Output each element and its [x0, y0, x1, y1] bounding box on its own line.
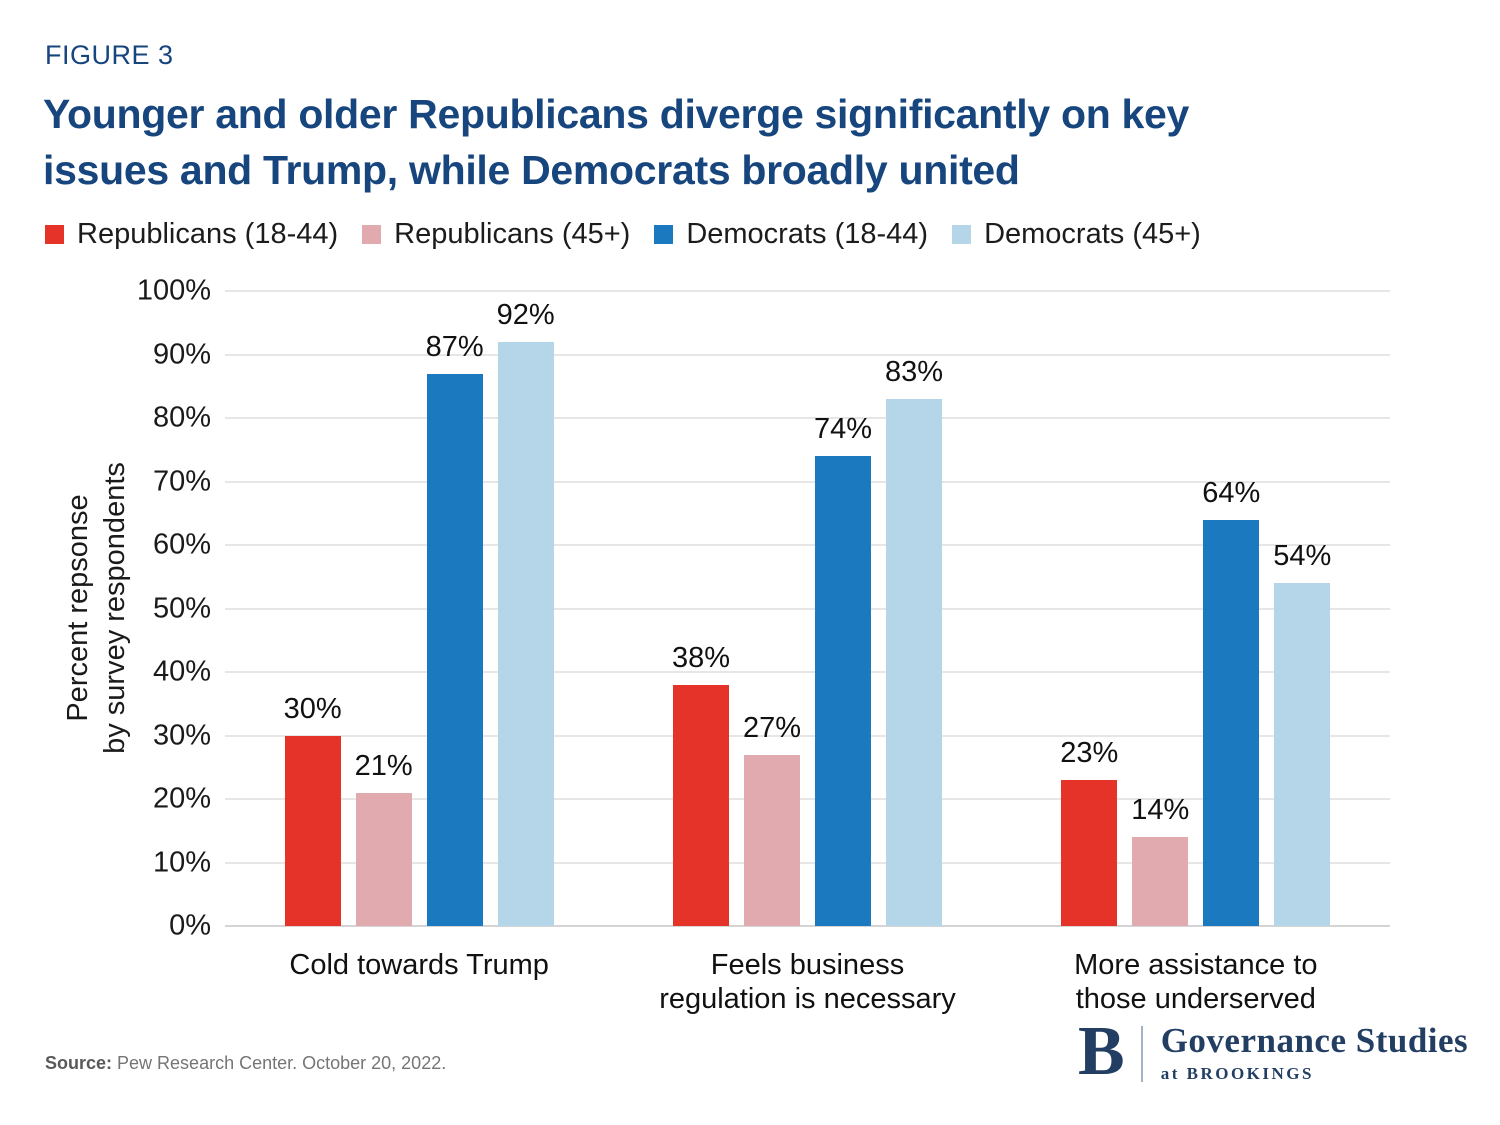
- legend: Republicans (18-44) Republicans (45+) Demo…: [45, 214, 1201, 254]
- bar-value-label: 87%: [425, 330, 484, 363]
- logo-text: Governance Studies at BROOKINGS: [1161, 1022, 1468, 1084]
- bar-republicans-45: 27%: [743, 712, 801, 926]
- gridline-90: [225, 353, 1390, 356]
- y-tick-label-90: 90%: [152, 338, 211, 370]
- bar-value-label: 64%: [1202, 476, 1261, 509]
- bar-value-label: 23%: [1060, 736, 1119, 769]
- plot-area: 0% 10% 20% 30% 40% 50% 60% 70% 80% 90% 100% 30% 21% 8…: [137, 275, 1390, 1015]
- bar-democrats-45: 92%: [497, 299, 555, 926]
- y-tick-label-10: 10%: [152, 846, 211, 878]
- bar-republicans-18-44: 38%: [672, 642, 730, 926]
- category-label-3: More assistance to those underserved: [1074, 949, 1318, 1015]
- y-tick-label-60: 60%: [152, 528, 211, 561]
- legend-item-democrats-45: Democrats (45+): [952, 218, 1201, 251]
- legend-label: Republicans (18-44): [77, 217, 339, 250]
- source-note: Source: Pew Research Center. October 20, …: [45, 1053, 446, 1074]
- category-label-2: Feels business regulation is necessary: [659, 949, 956, 1015]
- chart-title-line1: Younger and older Republicans diverge si…: [43, 91, 1190, 137]
- brookings-b-mark: B: [1078, 1013, 1125, 1090]
- brookings-logo: B Governance Studies at BROOKINGS: [1078, 1013, 1468, 1090]
- bar-democrats-45: 54%: [1273, 540, 1331, 926]
- chart-title-line2: issues and Trump, while Democrats broadl…: [43, 147, 1020, 193]
- legend-swatch-democrats-45: [952, 224, 972, 244]
- source-text: Pew Research Center. October 20, 2022.: [117, 1053, 447, 1073]
- gridline-40: [225, 671, 1390, 673]
- gridline-60: [225, 544, 1390, 546]
- bar-value-label: 83%: [884, 355, 944, 388]
- bar-value-label: 30%: [283, 692, 342, 725]
- y-axis-title: Percent repsonse by survey respondents: [62, 462, 131, 754]
- y-tick-label-100: 100%: [136, 274, 211, 307]
- bar-democrats-18-44: 74%: [814, 413, 872, 926]
- bar-democrats-45: 83%: [885, 356, 943, 926]
- chart-title: Younger and older Republicans diverge si…: [43, 86, 1189, 198]
- bar-republicans-18-44: 23%: [1060, 737, 1118, 926]
- bar-democrats-18-44: 87%: [426, 331, 484, 926]
- bar-value-label: 74%: [813, 413, 873, 446]
- y-tick-label-30: 30%: [152, 719, 211, 751]
- gridline-50: [225, 607, 1390, 610]
- y-tick-label-80: 80%: [152, 401, 211, 434]
- legend-label: Republicans (45+): [394, 217, 631, 250]
- bar-value-label: 92%: [496, 298, 555, 331]
- source-label: Source:: [45, 1053, 113, 1073]
- y-tick-label-20: 20%: [152, 782, 211, 815]
- logo-name: Governance Studies: [1160, 1021, 1469, 1060]
- bar-group-2: 38% 27% 74% 83%: [613, 291, 1001, 926]
- gridline-70: [225, 480, 1390, 483]
- gridline-0: [225, 925, 1390, 927]
- category-label-1: Cold towards Trump: [289, 949, 549, 981]
- y-tick-label-50: 50%: [152, 592, 211, 624]
- legend-item-republicans-18-44: Republicans (18-44): [45, 218, 338, 251]
- bar-value-label: 21%: [354, 749, 413, 782]
- gridline-100: [225, 290, 1390, 292]
- legend-item-democrats-18-44: Democrats (18-44): [654, 218, 928, 251]
- gridline-80: [225, 417, 1390, 419]
- figure-label: FIGURE 3: [45, 40, 174, 70]
- bar-group-3: 23% 14% 64% 54%: [1002, 291, 1390, 926]
- bar-republicans-45: 14%: [1131, 794, 1189, 926]
- bar-value-label: 38%: [671, 641, 731, 674]
- bar-value-label: 27%: [742, 711, 802, 744]
- legend-label: Democrats (45+): [984, 217, 1201, 250]
- gridline-30: [225, 734, 1390, 737]
- legend-label: Democrats (18-44): [686, 217, 929, 250]
- bar-value-label: 14%: [1131, 794, 1190, 827]
- logo-subtitle: at BROOKINGS: [1160, 1064, 1314, 1083]
- bar-republicans-45: 21%: [355, 750, 413, 926]
- bar-republicans-18-44: 30%: [284, 693, 342, 926]
- bar-democrats-18-44: 64%: [1202, 477, 1260, 926]
- gridline-10: [225, 861, 1390, 864]
- logo-divider: [1140, 1026, 1143, 1082]
- legend-item-republicans-45: Republicans (45+): [362, 218, 630, 251]
- bar-value-label: 54%: [1273, 540, 1332, 573]
- legend-swatch-republicans-18-44: [45, 224, 64, 244]
- legend-swatch-republicans-45: [362, 224, 382, 244]
- legend-swatch-democrats-18-44: [654, 224, 674, 244]
- y-tick-label-40: 40%: [152, 655, 211, 688]
- bar-group-1: 30% 21% 87% 92%: [225, 291, 613, 926]
- gridline-20: [225, 798, 1390, 800]
- y-tick-label-70: 70%: [152, 465, 211, 497]
- y-tick-label-0: 0%: [169, 909, 211, 942]
